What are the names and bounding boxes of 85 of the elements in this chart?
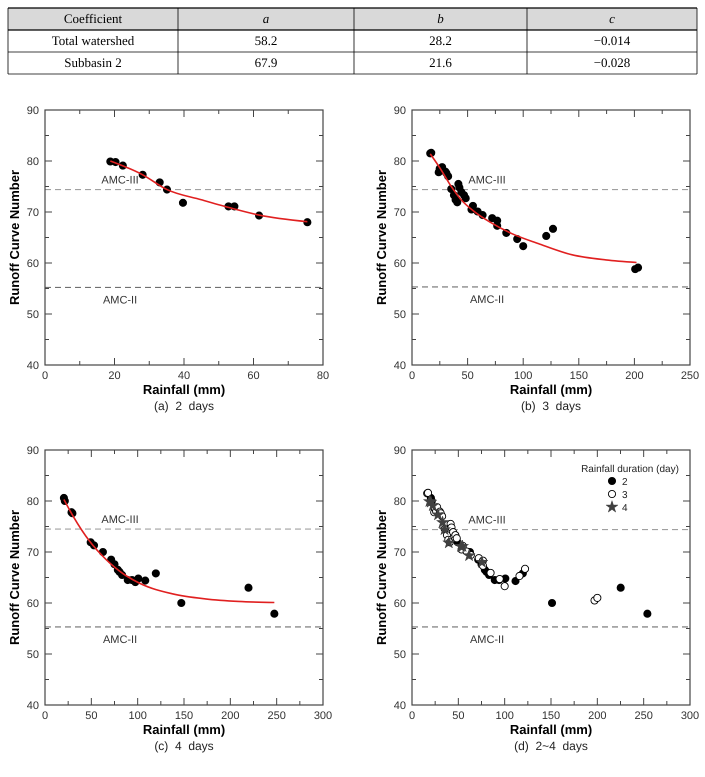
text: (b) 3 days <box>520 399 582 413</box>
y-tick-label: 80 <box>26 496 39 508</box>
ref-line-label: AMC-II <box>102 634 138 646</box>
x-tick-label: 0 <box>408 710 416 722</box>
x-axis-title: Rainfall (mm) <box>142 382 226 397</box>
text: −0.014 <box>594 33 630 48</box>
text: 28.2 <box>429 33 452 48</box>
y-tick-label: 70 <box>394 547 406 559</box>
y-tick-label: 80 <box>26 156 39 168</box>
x-tick-label: 40 <box>178 370 190 382</box>
ref-line-label: AMC-III <box>101 514 139 526</box>
x-tick-label: 50 <box>461 370 474 382</box>
legend-label: 2 <box>622 477 628 488</box>
y-tick-label: 70 <box>394 207 406 219</box>
y-tick-label: 70 <box>26 207 39 219</box>
x-tick-label: 150 <box>570 370 588 382</box>
x-tick-label: 50 <box>452 710 464 722</box>
x-tick-label: 60 <box>247 370 260 382</box>
text: −0.028 <box>594 55 630 70</box>
x-tick-label: 250 <box>680 370 700 382</box>
x-tick-label: 100 <box>128 710 147 722</box>
y-axis-title: Runoff Curve Number <box>374 510 389 646</box>
x-axis-title: Rainfall (mm) <box>510 722 592 737</box>
x-tick-label: 50 <box>85 710 98 722</box>
ref-line-label: AMC-III <box>468 174 506 187</box>
y-tick-label: 40 <box>394 700 406 712</box>
y-tick-label: 50 <box>394 309 406 321</box>
x-tick-label: 80 <box>316 370 330 382</box>
y-axis-title: Runoff Curve Number <box>7 170 22 306</box>
x-tick-label: 200 <box>221 710 240 722</box>
category-label: c <box>609 11 616 26</box>
y-tick-label: 90 <box>394 445 406 457</box>
y-tick-label: 90 <box>394 105 406 117</box>
y-tick-label: 40 <box>26 360 39 372</box>
x-tick-label: 0 <box>42 710 48 722</box>
category-label: a <box>262 11 270 26</box>
x-tick-label: 200 <box>625 370 644 382</box>
text: (c) 4 days <box>154 739 214 753</box>
y-tick-label: 40 <box>394 360 406 372</box>
y-axis-title: Runoff Curve Number <box>374 170 389 306</box>
text: (d) 2~4 days <box>514 739 588 753</box>
x-tick-label: 250 <box>267 710 286 722</box>
y-tick-label: 60 <box>394 258 406 270</box>
legend-title: Rainfall duration (day) <box>581 464 679 475</box>
x-tick-label: 150 <box>542 710 560 722</box>
y-tick-label: 90 <box>26 105 39 117</box>
y-tick-label: 70 <box>26 547 39 559</box>
text: (a) 2 days <box>154 399 214 413</box>
x-tick-label: 150 <box>174 710 194 722</box>
x-axis-title: Rainfall (mm) <box>142 722 226 737</box>
x-tick-label: 100 <box>514 370 532 382</box>
text: Coefficient <box>64 11 123 26</box>
y-tick-label: 50 <box>26 649 39 661</box>
x-tick-label: 200 <box>588 710 607 722</box>
category-label: Total watershed <box>52 33 134 48</box>
y-tick-label: 50 <box>26 309 39 321</box>
y-tick-label: 60 <box>26 258 39 270</box>
x-tick-label: 300 <box>314 710 332 722</box>
y-tick-label: 60 <box>26 598 39 610</box>
ref-line-label: AMC-II <box>102 294 138 306</box>
ref-line-label: AMC-III <box>468 514 506 527</box>
y-tick-label: 60 <box>394 598 406 610</box>
x-tick-label: 300 <box>680 710 700 722</box>
y-tick-label: 80 <box>394 496 406 508</box>
x-tick-label: 20 <box>108 370 121 382</box>
x-tick-label: 100 <box>495 710 514 722</box>
category-label: Subbasin 2 <box>64 55 122 70</box>
y-tick-label: 90 <box>26 445 39 457</box>
text: 67.9 <box>254 55 278 70</box>
x-tick-label: 0 <box>42 370 48 382</box>
text: 21.6 <box>429 55 452 70</box>
legend-label: 3 <box>622 490 628 501</box>
y-tick-label: 50 <box>394 649 406 661</box>
category-label: b <box>437 11 444 26</box>
ref-line-label: AMC-II <box>470 294 504 306</box>
y-tick-label: 40 <box>26 700 39 712</box>
y-tick-label: 80 <box>394 156 406 168</box>
x-axis-title: Rainfall (mm) <box>510 382 592 397</box>
y-axis-title: Runoff Curve Number <box>7 510 22 646</box>
text: 58.2 <box>254 33 278 48</box>
ref-line-label: AMC-II <box>470 634 504 646</box>
legend-label: 4 <box>622 503 628 514</box>
x-tick-label: 250 <box>634 710 653 722</box>
x-tick-label: 0 <box>408 370 416 382</box>
ref-line-label: AMC-III <box>101 174 139 187</box>
